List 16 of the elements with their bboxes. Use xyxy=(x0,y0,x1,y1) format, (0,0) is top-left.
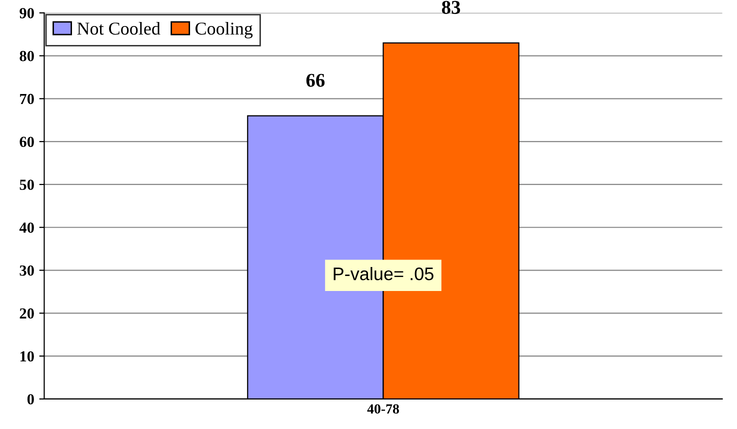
annotation: P-value= .05 xyxy=(334,267,434,280)
y-tick-label: 0 xyxy=(27,394,34,404)
legend-label: Not Cooled xyxy=(77,22,160,35)
y-tick-label: 50 xyxy=(20,180,34,190)
y-tick-label: 10 xyxy=(20,351,34,362)
legend-label: Cooling xyxy=(196,22,253,38)
y-tick-label: 30 xyxy=(20,265,34,276)
x-tick-label: 40-78 xyxy=(367,404,399,414)
y-tick-label: 70 xyxy=(20,94,34,104)
data-label: 66 xyxy=(306,74,325,87)
y-tick-label: 20 xyxy=(20,308,34,319)
data-label: 83 xyxy=(442,0,460,14)
y-tick-label: 80 xyxy=(20,50,34,62)
y-tick-label: 60 xyxy=(20,136,34,148)
y-tick-label: 40 xyxy=(19,222,34,233)
y-tick-label: 90 xyxy=(20,8,34,18)
